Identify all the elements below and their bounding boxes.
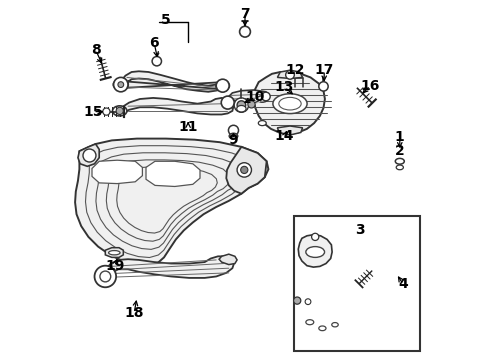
Ellipse shape: [258, 121, 266, 126]
Text: 15: 15: [83, 105, 103, 118]
Text: 8: 8: [91, 43, 100, 57]
Ellipse shape: [237, 105, 246, 112]
Text: 1: 1: [395, 130, 405, 144]
Polygon shape: [298, 235, 332, 267]
Circle shape: [294, 297, 301, 304]
Text: 5: 5: [161, 13, 171, 27]
Circle shape: [240, 26, 250, 37]
Ellipse shape: [319, 326, 326, 331]
Polygon shape: [78, 144, 99, 166]
Circle shape: [234, 98, 248, 112]
Circle shape: [237, 163, 251, 177]
Circle shape: [114, 77, 128, 92]
Circle shape: [262, 92, 270, 101]
Text: 9: 9: [229, 133, 238, 147]
Bar: [294, 216, 419, 351]
Polygon shape: [229, 90, 267, 102]
Ellipse shape: [279, 98, 301, 110]
Circle shape: [152, 57, 162, 66]
Ellipse shape: [113, 106, 127, 116]
Text: 12: 12: [286, 63, 305, 77]
Polygon shape: [103, 256, 234, 283]
Text: 10: 10: [245, 90, 265, 104]
Ellipse shape: [306, 320, 314, 325]
Text: 6: 6: [149, 36, 159, 50]
Ellipse shape: [257, 96, 268, 102]
Circle shape: [216, 79, 229, 92]
Polygon shape: [118, 98, 233, 114]
Circle shape: [100, 271, 111, 282]
Circle shape: [286, 71, 294, 79]
Ellipse shape: [216, 81, 229, 91]
Circle shape: [116, 107, 123, 114]
Text: 16: 16: [361, 79, 380, 93]
Circle shape: [319, 82, 328, 91]
Text: 11: 11: [178, 120, 198, 134]
Polygon shape: [277, 126, 303, 135]
Text: 17: 17: [315, 63, 334, 77]
Circle shape: [248, 101, 255, 108]
Ellipse shape: [332, 323, 338, 327]
Circle shape: [221, 96, 234, 109]
Ellipse shape: [113, 79, 128, 90]
Circle shape: [83, 149, 96, 162]
Polygon shape: [75, 139, 269, 266]
Text: 2: 2: [395, 144, 405, 158]
Polygon shape: [92, 160, 143, 184]
Ellipse shape: [396, 165, 403, 170]
Circle shape: [103, 108, 110, 115]
Ellipse shape: [229, 133, 238, 139]
Ellipse shape: [109, 251, 120, 255]
Circle shape: [305, 299, 311, 305]
Ellipse shape: [306, 247, 324, 257]
Text: 14: 14: [275, 129, 294, 143]
Polygon shape: [219, 254, 237, 265]
Polygon shape: [146, 161, 200, 186]
Circle shape: [118, 82, 123, 87]
Text: 13: 13: [275, 80, 294, 94]
Circle shape: [241, 166, 248, 174]
Text: 3: 3: [355, 224, 365, 237]
Circle shape: [312, 233, 319, 240]
Circle shape: [95, 266, 116, 287]
Polygon shape: [105, 248, 123, 257]
Text: 18: 18: [124, 306, 144, 320]
Polygon shape: [277, 70, 303, 78]
Text: 7: 7: [240, 7, 250, 21]
Text: 4: 4: [398, 278, 408, 291]
Text: 19: 19: [105, 260, 124, 273]
Ellipse shape: [395, 158, 404, 164]
Polygon shape: [226, 147, 267, 194]
Circle shape: [228, 125, 239, 135]
Ellipse shape: [273, 94, 307, 114]
Polygon shape: [254, 72, 325, 134]
Circle shape: [237, 101, 245, 109]
Polygon shape: [121, 71, 222, 92]
